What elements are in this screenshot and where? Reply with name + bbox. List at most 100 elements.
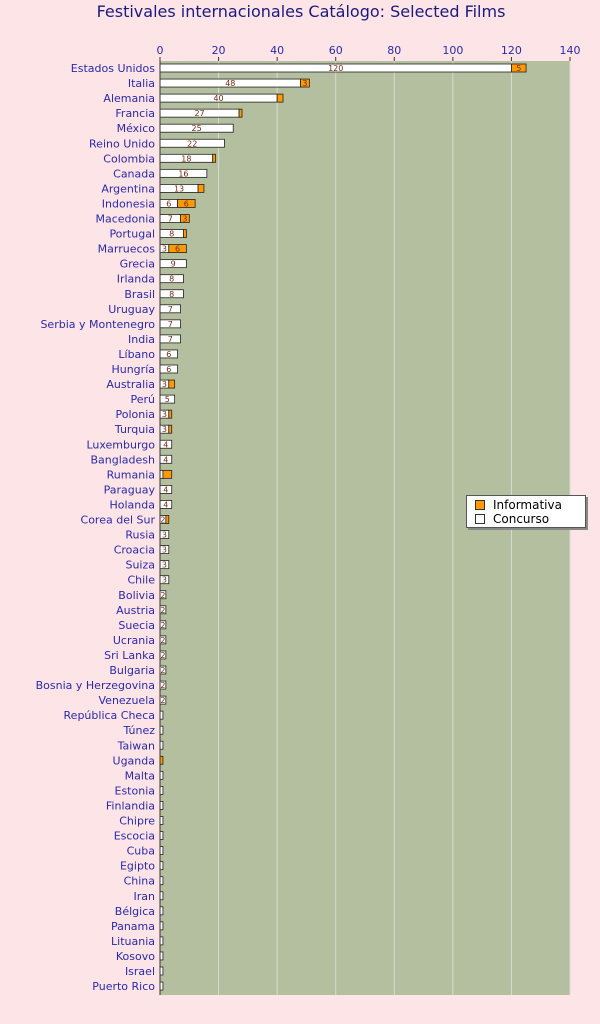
legend-swatch-informativa <box>475 500 485 510</box>
category-label: Chile <box>127 574 155 587</box>
x-tick-label: 60 <box>329 44 343 57</box>
x-axis-ticks: 0 20 40 60 80 100 120 140 <box>157 44 581 61</box>
category-label: Bulgaria <box>109 664 155 677</box>
bar-informativa <box>300 78 310 88</box>
category-label: Rumania <box>107 468 155 481</box>
category-label: Panama <box>111 920 155 933</box>
data-label-concurso: 3 <box>162 546 167 555</box>
category-label: Estados Unidos <box>71 62 155 75</box>
category-label: Puerto Rico <box>92 980 155 993</box>
bar-informativa <box>511 63 527 73</box>
data-label-concurso: 2 <box>160 516 165 525</box>
category-label: Irlanda <box>117 273 155 286</box>
category-label: Israel <box>125 965 155 978</box>
category-label: Italia <box>128 77 155 90</box>
legend-swatch-concurso <box>475 514 485 524</box>
category-label: Marruecos <box>98 243 156 256</box>
x-tick-label: 40 <box>270 44 284 57</box>
data-label-concurso: 2 <box>160 681 165 690</box>
category-label: Lituania <box>111 935 155 948</box>
data-label-concurso: 2 <box>160 651 165 660</box>
category-label: Taiwan <box>117 739 155 752</box>
data-label-concurso: 2 <box>160 621 165 630</box>
category-label: Brasil <box>124 288 155 301</box>
bar-informativa <box>168 424 173 434</box>
data-label-concurso: 2 <box>160 606 165 615</box>
category-label: China <box>124 875 155 888</box>
bar-informativa <box>212 153 217 163</box>
bar-informativa <box>183 229 187 238</box>
category-label: Perú <box>130 393 155 406</box>
data-label-concurso: 3 <box>162 245 167 254</box>
data-label-concurso: 3 <box>162 576 167 585</box>
category-label: Australia <box>106 378 155 391</box>
category-label: Croacia <box>114 544 155 557</box>
category-label: Líbano <box>118 348 155 361</box>
category-labels: Estados Unidos Italia Alemania Francia Méxic… <box>36 62 156 993</box>
bar-informativa <box>276 93 284 103</box>
category-label: Suiza <box>125 559 155 572</box>
data-label-informativa: 6 <box>175 245 180 254</box>
data-label-concurso: 4 <box>163 440 168 449</box>
category-label: Suecia <box>118 619 155 632</box>
data-label-informativa: 5 <box>516 64 521 73</box>
legend-label-informativa: Informativa <box>493 498 562 512</box>
plot-area <box>160 61 570 995</box>
bar-informativa <box>162 469 173 479</box>
data-label-concurso: 6 <box>166 199 171 208</box>
data-label-concurso: 9 <box>171 260 176 269</box>
category-label: República Checa <box>64 709 155 722</box>
category-label: Uganda <box>113 754 155 767</box>
data-label-concurso: 7 <box>168 335 173 344</box>
data-label-concurso: 2 <box>160 666 165 675</box>
data-label-concurso: 3 <box>162 380 167 389</box>
data-label-concurso: 25 <box>192 124 202 133</box>
category-label: Bangladesh <box>91 453 156 466</box>
data-label-concurso: 16 <box>178 169 188 178</box>
category-label: Luxemburgo <box>86 438 155 451</box>
category-label: México <box>117 122 156 135</box>
data-label-concurso: 18 <box>181 154 191 163</box>
bar-informativa <box>168 244 187 254</box>
category-label: Paraguay <box>104 483 156 496</box>
category-label: Austria <box>116 604 155 617</box>
category-label: Portugal <box>109 228 155 241</box>
data-label-concurso: 3 <box>162 531 167 540</box>
data-label-concurso: 3 <box>162 561 167 570</box>
category-label: Malta <box>125 769 155 782</box>
data-label-informativa: 3 <box>182 215 187 224</box>
category-label: Escocia <box>114 830 155 843</box>
legend-item-informativa: Informativa <box>475 498 585 512</box>
data-label-concurso: 2 <box>160 696 165 705</box>
data-label-concurso: 48 <box>225 79 235 88</box>
data-label-concurso: 5 <box>165 395 170 404</box>
category-label: Indonesia <box>102 197 155 210</box>
category-label: Bosnia y Herzegovina <box>36 679 155 692</box>
data-label-concurso: 2 <box>160 636 165 645</box>
data-label-concurso: 4 <box>163 455 168 464</box>
legend: Informativa Concurso <box>466 495 586 528</box>
category-label: Rusia <box>125 529 155 542</box>
bar-informativa <box>177 199 196 208</box>
category-label: Kosovo <box>116 950 155 963</box>
category-label: Iran <box>134 890 156 903</box>
chart-title: Festivales internacionales Catálogo: Sel… <box>97 2 506 21</box>
data-label-concurso: 4 <box>163 500 168 509</box>
legend-item-concurso: Concurso <box>475 512 585 526</box>
bar-informativa <box>197 183 205 193</box>
category-label: Corea del Sur <box>81 514 156 527</box>
data-label-informativa: 6 <box>184 199 189 208</box>
category-label: Finlandia <box>106 799 155 812</box>
gridlines <box>218 61 571 995</box>
data-label-concurso: 22 <box>187 139 197 148</box>
x-tick-label: 100 <box>442 44 463 57</box>
category-label: Grecia <box>120 258 155 271</box>
data-label-concurso: 8 <box>169 230 174 239</box>
category-label: Serbia y Montenegro <box>40 318 155 331</box>
category-label: Polonia <box>115 408 155 421</box>
category-label: Colombia <box>103 152 155 165</box>
data-label-concurso: 3 <box>162 410 167 419</box>
bar-informativa <box>238 108 243 118</box>
data-label-concurso: 40 <box>213 94 223 103</box>
